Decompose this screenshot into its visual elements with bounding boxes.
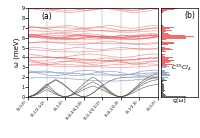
Bar (161, 38, 186, 39)
Bar (161, 35, 186, 36)
Bar (161, 66, 169, 67)
Text: (a): (a) (41, 12, 52, 21)
Bar (161, 50, 164, 51)
Bar (161, 30, 172, 31)
Y-axis label: ω (meV): ω (meV) (14, 38, 20, 67)
Bar (161, 59, 168, 60)
Bar (161, 56, 165, 57)
Bar (161, 71, 165, 72)
Bar (161, 84, 164, 85)
Bar (161, 92, 166, 93)
Bar (161, 82, 162, 83)
Bar (161, 89, 164, 90)
Bar (161, 92, 163, 93)
Bar (161, 77, 168, 78)
Bar (161, 41, 163, 42)
Bar (161, 91, 164, 92)
Bar (161, 39, 166, 40)
Bar (161, 78, 164, 79)
Bar (161, 44, 168, 45)
Bar (161, 11, 164, 12)
Bar (161, 93, 164, 94)
Bar (161, 63, 165, 64)
Bar (161, 62, 169, 63)
Bar (161, 60, 174, 61)
Bar (161, 34, 170, 35)
Bar (161, 87, 164, 88)
Bar (161, 51, 166, 52)
Bar (161, 61, 171, 62)
Text: (b): (b) (184, 11, 195, 20)
Bar (161, 73, 167, 74)
Bar (161, 54, 166, 55)
Bar (161, 65, 167, 66)
Bar (161, 90, 165, 91)
Bar (161, 94, 166, 95)
Bar (161, 67, 166, 68)
Bar (161, 47, 165, 48)
Bar (161, 26, 164, 27)
Bar (161, 28, 170, 29)
Bar (161, 8, 177, 9)
Bar (161, 25, 163, 26)
Bar (161, 79, 165, 80)
Bar (161, 42, 174, 43)
Bar (161, 57, 173, 58)
Bar (161, 27, 174, 28)
Bar (161, 95, 168, 96)
Text: C$^{35}$Cl$_4$: C$^{35}$Cl$_4$ (171, 63, 192, 73)
Bar (161, 10, 167, 11)
Bar (161, 12, 163, 13)
Bar (161, 55, 165, 56)
Bar (161, 37, 189, 38)
Bar (161, 29, 165, 30)
Bar (161, 85, 164, 86)
Bar (161, 77, 165, 78)
Bar (161, 70, 165, 71)
Bar (161, 32, 164, 33)
Bar (161, 58, 169, 59)
Bar (161, 42, 173, 43)
Bar (161, 48, 170, 49)
Bar (161, 64, 174, 65)
Bar (161, 9, 174, 10)
Bar (161, 31, 166, 32)
Bar (161, 33, 168, 34)
Bar (161, 43, 173, 44)
Bar (161, 55, 163, 56)
Bar (161, 81, 163, 82)
Bar (161, 88, 164, 89)
Bar (161, 96, 186, 97)
Bar (161, 80, 167, 81)
Bar (161, 86, 164, 87)
Bar (161, 35, 185, 36)
Bar (161, 49, 173, 50)
X-axis label: g(ω): g(ω) (173, 98, 186, 103)
Bar (161, 74, 173, 75)
Bar (161, 36, 194, 37)
Bar (161, 72, 169, 73)
Bar (161, 62, 168, 63)
Bar (161, 57, 176, 58)
Bar (161, 75, 167, 76)
